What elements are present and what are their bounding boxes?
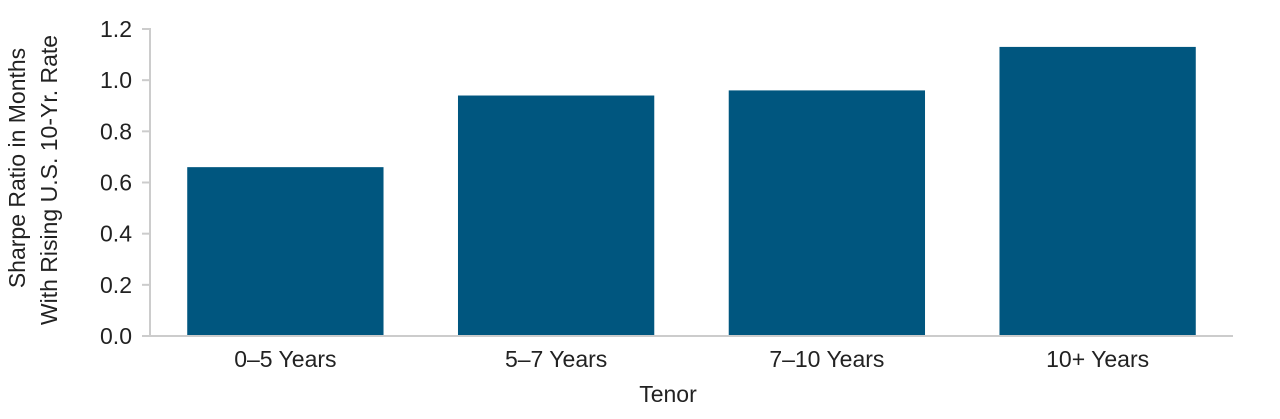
- x-tick-label: 7–10 Years: [769, 346, 884, 372]
- y-axis-ticks: 0.0 0.2 0.4 0.6 0.8 1.0 1.2: [100, 16, 151, 349]
- x-axis-title: Tenor: [639, 381, 697, 407]
- x-tick-label: 0–5 Years: [234, 346, 336, 372]
- bar: [457, 95, 655, 337]
- y-tick-label: 1.2: [100, 16, 132, 42]
- y-tick-label: 0.2: [100, 272, 132, 298]
- y-tick-label: 1.0: [100, 67, 132, 93]
- y-axis-title-line-1: Sharpe Ratio in Months: [4, 48, 30, 288]
- bar: [999, 46, 1196, 337]
- y-tick-label: 0.6: [100, 170, 132, 196]
- bars: [187, 46, 1196, 337]
- x-tick-label: 10+ Years: [1046, 346, 1149, 372]
- y-tick-label: 0.4: [100, 221, 132, 247]
- x-axis-tick-labels: 0–5 Years 5–7 Years 7–10 Years 10+ Years: [234, 346, 1149, 372]
- y-tick-label: 0.0: [100, 323, 132, 349]
- bar: [187, 167, 384, 336]
- x-tick-label: 5–7 Years: [505, 346, 607, 372]
- y-tick-label: 0.8: [100, 118, 132, 144]
- y-axis-title: Sharpe Ratio in Months With Rising U.S. …: [4, 35, 62, 325]
- y-axis-title-line-2: With Rising U.S. 10-Yr. Rate: [36, 35, 62, 325]
- bar: [728, 90, 926, 337]
